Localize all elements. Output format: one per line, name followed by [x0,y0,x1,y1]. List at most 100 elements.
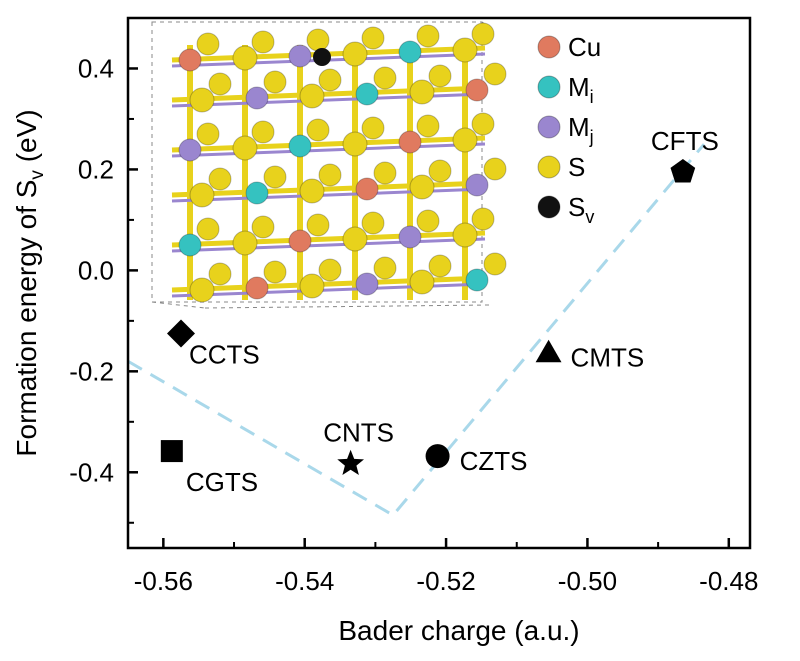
atom [409,174,435,200]
atom [471,22,495,46]
y-axis-label-sub: v [27,170,48,180]
atom [428,64,452,88]
atom [361,211,385,235]
point-cnts-label: CNTS [323,418,394,448]
atom [189,182,215,208]
atom [342,226,368,252]
atom [373,256,397,280]
atom [465,268,489,292]
atom [318,68,342,92]
atom [232,230,258,256]
legend-label: Mi [568,72,594,107]
atom [318,258,342,282]
atom [465,173,489,197]
unit-cell-box [151,21,483,303]
atom [416,209,440,233]
y-axis-label-main: Formation energy of S [11,180,42,457]
legend-swatch [537,155,561,179]
legend-swatch [537,115,561,139]
atom [245,276,269,300]
legend-swatch [537,75,561,99]
atom [398,40,422,64]
y-tick-label: 0.2 [78,154,114,184]
x-tick-label: -0.50 [558,566,617,596]
atom [398,225,422,249]
legend-label: S [568,152,585,182]
point-ccts-label: CCTS [189,339,260,369]
point-czts-marker [425,444,450,469]
y-tick-label: -0.4 [69,457,114,487]
atom [452,127,478,153]
atom [251,30,275,54]
atom [178,138,202,162]
atom [299,83,325,109]
atom [471,112,495,136]
atom [208,72,232,96]
y-axis-ticks: -0.4 -0.2 0.0 0.2 0.4 [69,53,138,524]
atom [251,120,275,144]
atom [428,159,452,183]
bond [171,135,486,153]
atom [373,161,397,185]
atom [373,66,397,90]
atom [288,229,312,253]
legend-swatch [537,35,561,59]
guide-line [127,143,706,518]
x-axis-label: Bader charge (a.u.) [338,615,579,646]
atom [208,262,232,286]
atom [465,78,489,102]
legend-label: Cu [568,32,601,62]
atom [263,70,287,94]
atom [416,24,440,48]
point-cgts-label: CGTS [186,467,258,497]
point-cgts-marker [160,440,183,463]
atom [409,79,435,105]
point-ccts-marker [167,319,195,348]
atom [471,207,495,231]
atom [299,178,325,204]
legend-swatch [537,195,561,219]
y-axis-label-unit: (eV) [11,109,42,170]
point-cfts-label: CFTS [651,126,719,156]
atom [196,32,220,56]
atom [299,273,325,299]
guide-line-group [127,143,706,518]
y-tick-label: -0.2 [69,356,114,386]
x-tick-label: -0.54 [275,566,334,596]
atom [355,272,379,296]
inset-legend: Cu Mi Mj S Sv [537,32,601,227]
atom [306,213,330,237]
atom [178,233,202,257]
bond [171,230,486,248]
point-cnts-marker [337,449,364,475]
x-tick-label: -0.56 [134,566,193,596]
atom [483,157,507,181]
atom [361,26,385,50]
atom [232,135,258,161]
y-axis-label: Formation energy of Sv (eV) [11,109,48,456]
point-cmts-label: CMTS [571,343,645,373]
atom [306,118,330,142]
atom [452,222,478,248]
atom [196,122,220,146]
y-tick-label: 0.0 [78,255,114,285]
bond [171,142,486,158]
atom [232,45,258,71]
y-tick-label: 0.4 [78,53,114,83]
point-czts-label: CZTS [460,446,528,476]
atom [208,167,232,191]
atom [416,114,440,138]
atom [178,48,202,72]
atom [245,86,269,110]
atom [288,44,312,68]
vacancy-atom [313,48,331,66]
atom [409,269,435,295]
atom [452,37,478,63]
unit-cell-edge [204,304,491,309]
unit-cell-edge [151,301,206,309]
point-cmts-marker [535,339,562,363]
atom [245,181,269,205]
atom [355,177,379,201]
atom [189,277,215,303]
bond [171,237,486,253]
